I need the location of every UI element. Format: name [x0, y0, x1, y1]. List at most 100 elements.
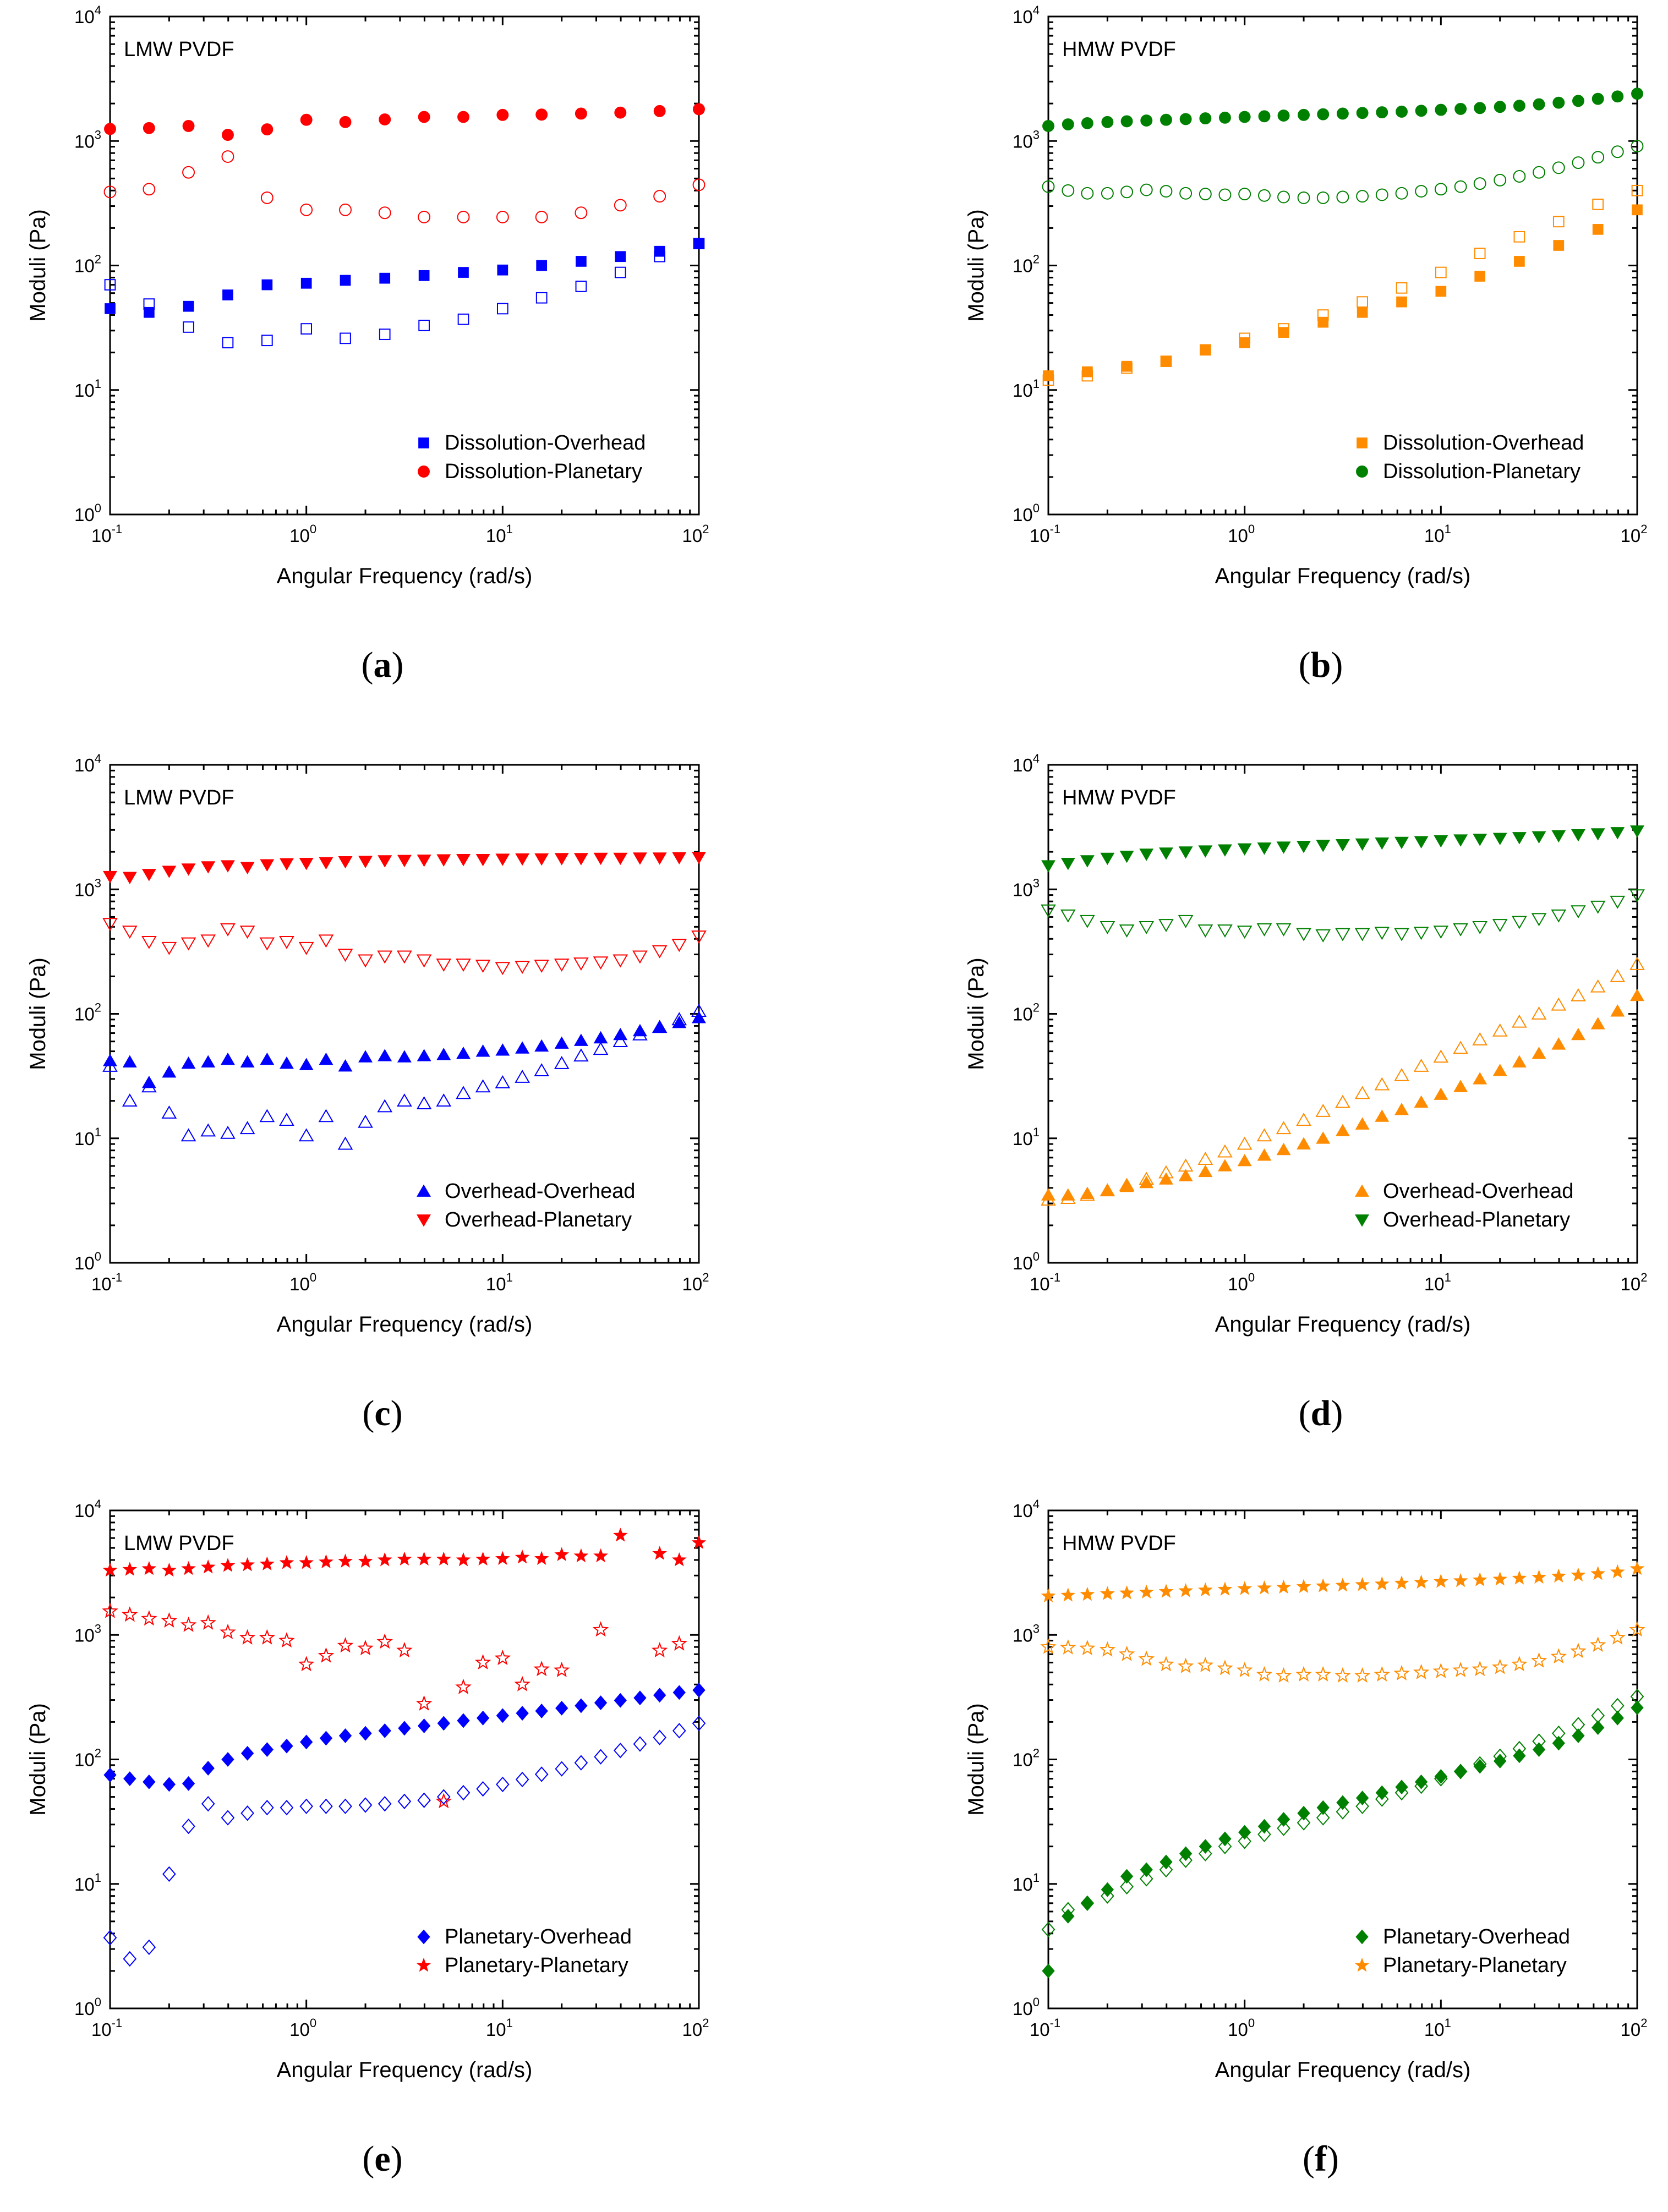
- data-point: [1552, 96, 1565, 109]
- data-point: [1592, 92, 1604, 105]
- data-point: [338, 1059, 353, 1072]
- data-point: [201, 1055, 216, 1067]
- data-point: [1511, 1656, 1528, 1672]
- y-axis-title: Moduli (Pa): [26, 209, 50, 322]
- data-point: [1197, 1582, 1213, 1597]
- y-axis-title: Moduli (Pa): [26, 1703, 50, 1816]
- data-point: [1413, 1663, 1430, 1679]
- data-point: [1158, 1172, 1173, 1185]
- data-point: [574, 1755, 588, 1771]
- data-point: [143, 183, 156, 196]
- data-point: [575, 1698, 588, 1713]
- data-point: [555, 1700, 568, 1716]
- data-point: [1317, 108, 1330, 121]
- data-point: [182, 1818, 195, 1835]
- y-tick-label: 101: [74, 377, 101, 401]
- data-point: [1256, 1666, 1273, 1682]
- data-point: [1315, 1578, 1331, 1592]
- data-point: [103, 185, 117, 199]
- data-point: [1139, 1584, 1154, 1599]
- x-axis-title: Angular Frequency (rad/s): [1215, 1312, 1471, 1337]
- data-point: [1376, 106, 1388, 119]
- data-point: [1198, 1164, 1213, 1178]
- data-point: [1589, 1636, 1606, 1652]
- data-point: [1297, 191, 1310, 204]
- y-tick-label: 104: [74, 3, 101, 27]
- data-point: [1101, 116, 1114, 128]
- data-point: [1493, 1748, 1507, 1764]
- data-point: [495, 1075, 511, 1088]
- data-point: [693, 238, 704, 249]
- data-point: [103, 870, 117, 884]
- data-point: [102, 1602, 118, 1618]
- data-point: [495, 962, 511, 976]
- data-point: [1197, 1152, 1213, 1165]
- data-point: [692, 178, 706, 191]
- y-tick-label: 102: [1013, 253, 1040, 276]
- x-axis-title: Angular Frequency (rad/s): [277, 564, 533, 588]
- data-point: [1158, 847, 1173, 860]
- data-point: [1393, 1665, 1410, 1680]
- data-point: [300, 277, 312, 289]
- data-point: [1258, 110, 1271, 123]
- data-point: [122, 1093, 138, 1107]
- series-dissolution-planetary: [1042, 87, 1643, 132]
- data-point: [1571, 829, 1585, 842]
- series-dissolution-overhead-g-: [1042, 184, 1643, 386]
- data-point: [1217, 844, 1232, 857]
- data-point: [1040, 1638, 1057, 1654]
- data-point: [1631, 140, 1644, 152]
- data-point: [1041, 1192, 1056, 1206]
- data-point: [181, 863, 196, 876]
- x-tick-label: 102: [682, 2016, 709, 2040]
- data-point: [239, 1629, 256, 1645]
- data-point: [1571, 1717, 1585, 1733]
- x-tick-label: 10-1: [91, 2016, 122, 2040]
- data-point: [397, 1793, 412, 1809]
- x-tick-label: 101: [486, 522, 513, 546]
- data-point: [378, 206, 391, 220]
- data-point: [415, 1695, 433, 1711]
- data-point: [358, 954, 373, 968]
- data-point: [1256, 923, 1272, 937]
- x-tick-label: 102: [682, 1271, 709, 1294]
- data-point: [693, 238, 705, 250]
- series-planetary-overhead-g-: [103, 1715, 706, 1967]
- data-point: [1042, 120, 1054, 132]
- data-point: [672, 1685, 686, 1700]
- y-tick-label: 104: [74, 1497, 101, 1521]
- data-point: [181, 1056, 196, 1069]
- data-point: [1396, 282, 1408, 294]
- data-point: [575, 281, 587, 292]
- data-point: [1611, 145, 1624, 158]
- data-point: [1492, 1064, 1507, 1076]
- data-point: [1551, 830, 1566, 843]
- data-point: [1316, 840, 1331, 852]
- data-point: [435, 1793, 452, 1809]
- data-point: [1453, 1764, 1468, 1780]
- data-point: [1277, 190, 1290, 204]
- series-planetary-overhead-g-: [1041, 1689, 1644, 1937]
- data-point: [1375, 837, 1390, 850]
- data-point: [554, 1036, 569, 1049]
- data-point: [319, 1052, 333, 1065]
- data-point: [298, 941, 314, 955]
- data-point: [1610, 895, 1626, 909]
- data-point: [534, 1766, 549, 1782]
- data-point: [162, 866, 177, 878]
- x-axis-title: Angular Frequency (rad/s): [1215, 564, 1471, 588]
- data-point: [671, 939, 687, 952]
- panel-label: (d): [1299, 1393, 1343, 1433]
- legend-marker: [1355, 1929, 1369, 1945]
- y-tick-label: 103: [1013, 1622, 1040, 1645]
- data-point: [615, 251, 626, 262]
- data-point: [633, 1690, 647, 1706]
- data-point: [337, 1136, 353, 1150]
- data-point: [358, 1797, 373, 1813]
- data-point: [1041, 1921, 1056, 1937]
- data-point: [279, 1113, 294, 1126]
- data-point: [1454, 1764, 1467, 1779]
- y-tick-label: 104: [1013, 1497, 1040, 1521]
- legend-marker: [417, 1214, 431, 1227]
- x-axis-title: Angular Frequency (rad/s): [1215, 2058, 1471, 2082]
